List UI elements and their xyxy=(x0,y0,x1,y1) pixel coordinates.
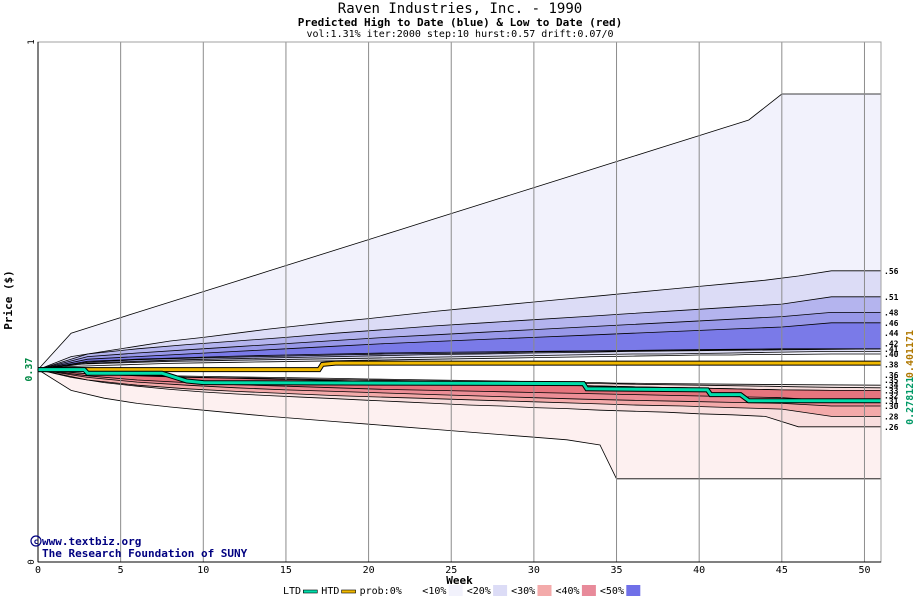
chart-parameters: vol:1.31% iter:2000 step:10 hurst:0.57 d… xyxy=(306,29,614,40)
right-level-label: .46 xyxy=(884,319,899,328)
watermark-url: www.textbiz.org xyxy=(42,535,141,548)
right-level-label: .28 xyxy=(884,412,899,421)
y-axis-title: Price ($) xyxy=(2,270,15,330)
x-tick-label-20: 20 xyxy=(363,565,375,576)
legend-color-swatch xyxy=(448,585,463,596)
htd-series-line xyxy=(38,361,881,372)
x-tick-label-25: 25 xyxy=(445,565,457,576)
chart-title: Raven Industries, Inc. - 1990 xyxy=(337,1,583,17)
legend-label: <40% xyxy=(556,586,580,597)
legend-color-swatch xyxy=(537,585,552,596)
right-level-label: .40 xyxy=(884,350,899,359)
value-labels: 0.37 .56 .51 .48 .46.44 .42.41.40.38 .36.35.34… xyxy=(24,267,916,432)
right-level-label: .44 xyxy=(884,329,899,338)
legend-color-swatch xyxy=(404,585,419,596)
y-tick-label-0: 0 xyxy=(27,559,37,564)
legend-line-swatch xyxy=(302,589,318,594)
x-tick-label-35: 35 xyxy=(611,565,623,576)
x-tick-label-40: 40 xyxy=(693,565,705,576)
grid-lines xyxy=(120,42,865,562)
right-level-label: .51 xyxy=(884,293,899,302)
legend-line-swatch xyxy=(341,589,356,594)
x-tick-label-30: 30 xyxy=(528,565,540,576)
chart-header: Raven Industries, Inc. - 1990 Predicted … xyxy=(0,1,920,41)
right-level-label: .31 xyxy=(884,397,899,406)
legend-label: <20% xyxy=(467,586,491,597)
x-tick-label-0: 0 xyxy=(35,565,41,576)
x-tick-label-15: 15 xyxy=(280,565,292,576)
copyright-icon-glyph: c xyxy=(34,537,39,546)
quantile-bands xyxy=(37,93,882,480)
x-tick-label-50: 50 xyxy=(858,565,870,576)
legend-color-swatch xyxy=(493,585,508,596)
watermark-org: The Research Foundation of SUNY xyxy=(42,547,248,560)
legend-label: <30% xyxy=(511,586,535,597)
right-level-label: .38 xyxy=(884,360,899,369)
x-tick-label-5: 5 xyxy=(118,565,124,576)
right-level-label: .33 xyxy=(884,386,899,395)
right-level-label: .56 xyxy=(884,267,899,276)
legend: LTD HTD prob:0% <10% <20% <30% <40% <50% xyxy=(283,585,641,597)
series-lines xyxy=(38,360,881,404)
axes: 0 5 10 15 20 25 30 35 40 45 50 0 1 Week Price ($) xyxy=(2,39,882,587)
start-price-label: 0.37 xyxy=(24,358,35,382)
ltd-end-label: 0.278121 xyxy=(905,377,916,425)
legend-color-swatch xyxy=(581,585,596,596)
right-level-label: .41 xyxy=(884,345,899,354)
watermark: www.textbiz.org The Research Foundation … xyxy=(30,535,248,560)
legend-label: prob:0% xyxy=(360,586,402,597)
legend-label: <50% xyxy=(600,586,624,597)
legend-color-swatch xyxy=(626,585,641,596)
x-tick-label-10: 10 xyxy=(197,565,209,576)
right-level-label: .32 xyxy=(884,392,899,401)
y-tick-label-1: 1 xyxy=(27,39,37,44)
right-level-label: .36 xyxy=(884,371,899,380)
ltd-series-line xyxy=(38,368,881,403)
right-level-label: .30 xyxy=(884,402,899,411)
legend-label: LTD xyxy=(283,586,301,597)
htd-end-label: 0.401171 xyxy=(905,330,916,378)
copyright-icon xyxy=(30,535,42,547)
right-level-label: .42 xyxy=(884,340,899,349)
x-tick-label-45: 45 xyxy=(776,565,788,576)
right-level-label: .35 xyxy=(884,376,899,385)
right-level-label: .34 xyxy=(884,381,899,390)
x-axis-title: Week xyxy=(446,574,473,587)
right-level-label: .26 xyxy=(884,423,899,432)
right-level-label: .48 xyxy=(884,308,899,317)
legend-label: <10% xyxy=(422,586,446,597)
legend-label: HTD xyxy=(321,586,339,597)
chart-subtitle: Predicted High to Date (blue) & Low to D… xyxy=(297,16,623,29)
